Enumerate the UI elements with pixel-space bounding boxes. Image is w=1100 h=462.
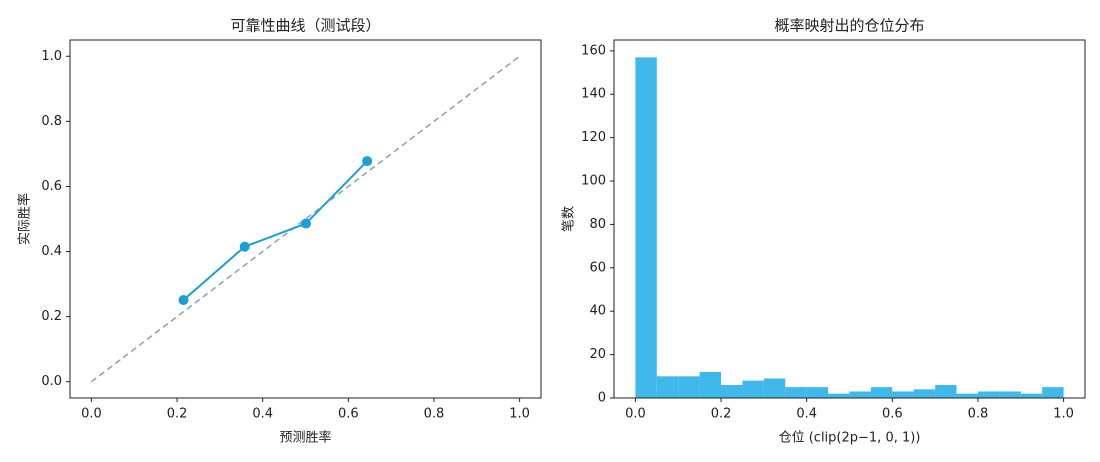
bar xyxy=(870,387,893,398)
bar xyxy=(656,376,679,398)
bar xyxy=(913,389,936,398)
bar xyxy=(699,371,722,398)
bar xyxy=(935,384,957,398)
x-tick-label: 0.6 xyxy=(882,407,903,422)
y-tick-label: 60 xyxy=(589,260,606,275)
x-tick-label: 0.0 xyxy=(81,407,102,422)
chart-title: 可靠性曲线（测试段） xyxy=(230,17,380,35)
bar xyxy=(785,387,807,398)
x-tick-label: 1.0 xyxy=(1053,407,1074,422)
data-line xyxy=(182,160,368,301)
bar xyxy=(635,57,657,398)
y-tick-label: 20 xyxy=(589,347,606,362)
y-tick-label: 100 xyxy=(581,174,606,189)
data-point xyxy=(178,295,189,306)
x-tick-label: 0.6 xyxy=(338,407,359,422)
y-tick-label: 140 xyxy=(581,87,606,102)
chart-title: 概率映射出的仓位分布 xyxy=(774,17,924,35)
y-tick-label: 0.6 xyxy=(41,179,62,194)
bar xyxy=(742,380,764,398)
y-tick-label: 0.4 xyxy=(41,244,62,259)
y-tick-label: 0.2 xyxy=(41,309,62,324)
y-tick-label: 0.8 xyxy=(41,114,62,129)
y-tick-label: 0.0 xyxy=(41,374,62,389)
bar xyxy=(977,391,1000,398)
plot-frame xyxy=(69,39,542,399)
x-tick-label: 0.2 xyxy=(711,407,732,422)
bar xyxy=(892,391,914,398)
y-tick-label: 80 xyxy=(589,217,606,232)
y-axis-label: 笔数 xyxy=(561,206,577,232)
x-tick-label: 0.8 xyxy=(968,407,989,422)
y-tick-label: 0 xyxy=(598,391,606,406)
bar xyxy=(721,384,743,398)
y-tick-label: 1.0 xyxy=(41,49,62,64)
x-axis-label: 预测胜率 xyxy=(279,430,331,446)
data-point xyxy=(362,156,373,167)
bar xyxy=(849,391,871,398)
y-tick-label: 160 xyxy=(581,43,606,58)
plot-frame xyxy=(613,39,1086,399)
bar xyxy=(1020,393,1043,398)
bar xyxy=(806,387,829,398)
y-axis-label: 实际胜率 xyxy=(17,193,33,245)
x-tick-label: 0.4 xyxy=(796,407,817,422)
bar xyxy=(763,378,786,398)
x-tick-label: 0.2 xyxy=(167,407,188,422)
x-axis-label: 仓位 (clip(2p−1, 0, 1)) xyxy=(779,431,921,446)
bar xyxy=(956,393,978,398)
x-tick-label: 0.0 xyxy=(625,407,646,422)
x-tick-label: 0.8 xyxy=(424,407,445,422)
x-tick-label: 0.4 xyxy=(252,407,273,422)
bar xyxy=(1042,387,1064,398)
y-tick-label: 120 xyxy=(581,130,606,145)
bar xyxy=(678,376,700,398)
x-tick-label: 1.0 xyxy=(509,407,530,422)
bar xyxy=(999,391,1021,398)
bar xyxy=(828,393,850,398)
data-point xyxy=(239,241,250,252)
y-tick-label: 40 xyxy=(589,304,606,319)
data-point xyxy=(300,218,311,229)
